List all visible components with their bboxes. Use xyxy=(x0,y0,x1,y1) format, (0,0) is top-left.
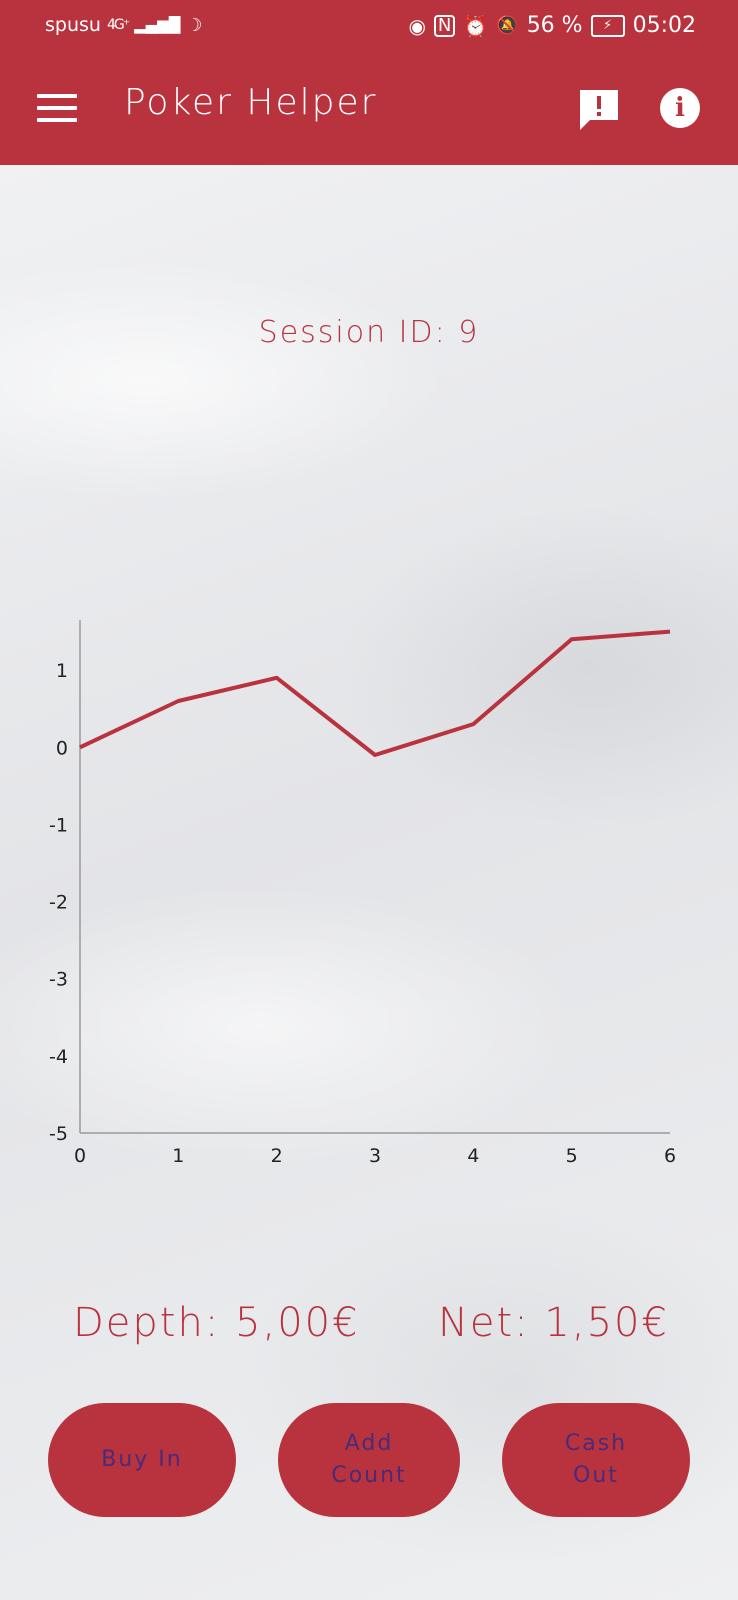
app-title: Poker Helper xyxy=(124,82,378,123)
x-tick-label: 2 xyxy=(271,1145,283,1167)
signal-icon: ▂▄▆█ xyxy=(134,16,181,34)
alarm-icon: ⏰ xyxy=(463,13,489,38)
x-tick-label: 4 xyxy=(467,1145,479,1167)
y-tick-label: -1 xyxy=(49,814,68,836)
hamburger-menu-icon[interactable] xyxy=(37,94,77,122)
x-tick-label: 5 xyxy=(566,1145,578,1167)
battery-charging-icon: ⚡ xyxy=(590,14,625,37)
session-id-label: Session ID: 9 xyxy=(258,315,480,350)
network-type-label: 4G⁺ xyxy=(106,17,130,33)
status-left: spusu 4G⁺ ▂▄▆█ ☽ xyxy=(45,14,202,36)
net-value: Net: 1,50€ xyxy=(438,1300,669,1346)
buy-in-button[interactable]: Buy In xyxy=(48,1403,236,1517)
y-tick-label: -5 xyxy=(49,1123,68,1145)
carrier-label: spusu xyxy=(45,14,101,36)
x-tick-label: 1 xyxy=(172,1145,184,1167)
y-tick-label: -4 xyxy=(49,1046,68,1068)
y-tick-label: -2 xyxy=(49,892,68,914)
eye-icon: ◉ xyxy=(408,13,426,38)
app-bar: Poker Helper i xyxy=(0,54,738,165)
paper-background xyxy=(0,165,738,1600)
y-tick-label: 0 xyxy=(56,737,68,759)
battery-percent: 56 % xyxy=(526,13,583,38)
mute-bell-icon: 🔕 xyxy=(496,15,519,36)
x-tick-label: 0 xyxy=(74,1145,86,1167)
status-right: ◉ N ⏰ 🔕 56 % ⚡ 05:02 xyxy=(408,13,696,38)
x-tick-label: 6 xyxy=(664,1145,676,1167)
feedback-icon[interactable] xyxy=(578,88,620,130)
moon-icon: ☽ xyxy=(186,14,203,36)
status-bar: spusu 4G⁺ ▂▄▆█ ☽ ◉ N ⏰ 🔕 56 % ⚡ 05:02 xyxy=(0,0,738,54)
x-tick-label: 3 xyxy=(369,1145,381,1167)
info-icon[interactable]: i xyxy=(660,88,700,128)
series-line xyxy=(79,629,671,757)
depth-value: Depth: 5,00€ xyxy=(73,1300,360,1346)
balance-line-chart: 0 1 2 3 4 5 6 1 0 -1 -2 -3 -4 -5 xyxy=(49,620,676,1167)
y-tick-label: 1 xyxy=(56,660,68,682)
cash-out-button[interactable]: Cash Out xyxy=(502,1403,690,1517)
y-tick-label: -3 xyxy=(49,969,68,991)
clock: 05:02 xyxy=(632,13,696,38)
add-count-button[interactable]: Add Count xyxy=(278,1403,460,1517)
nfc-icon: N xyxy=(433,14,456,37)
